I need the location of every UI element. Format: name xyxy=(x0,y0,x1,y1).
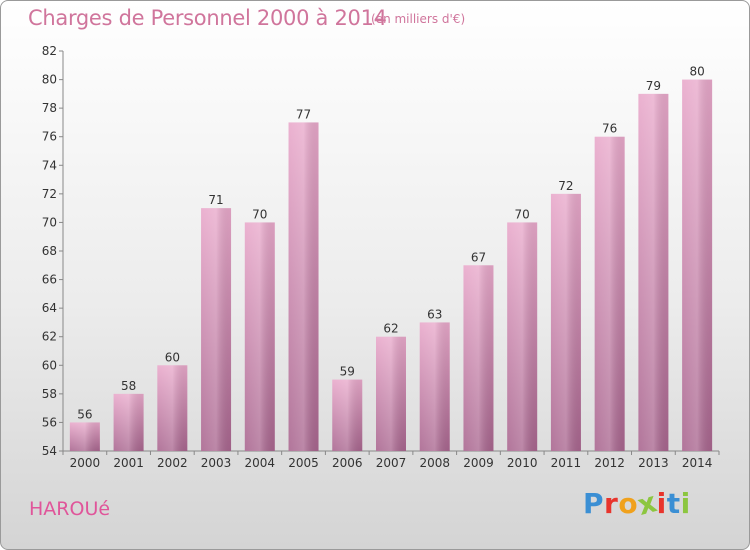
proxiti-logo[interactable]: Proxiti xyxy=(583,485,691,522)
x-tick-label: 2008 xyxy=(419,456,450,470)
x-tick-label: 2011 xyxy=(551,456,582,470)
value-label-2005: 77 xyxy=(296,107,311,121)
bar-shine-2001 xyxy=(113,393,144,451)
logo-letter: o xyxy=(618,487,639,520)
value-label-2011: 72 xyxy=(558,179,573,193)
y-tick-label: 68 xyxy=(42,244,57,258)
bar-shine-2004 xyxy=(244,222,275,451)
y-tick-label: 80 xyxy=(42,73,57,87)
bar-shine-2002 xyxy=(157,365,188,451)
value-label-2014: 80 xyxy=(689,65,704,79)
value-label-2000: 56 xyxy=(77,407,92,421)
logo-letter: P xyxy=(583,487,605,520)
bar-shine-2005 xyxy=(288,122,319,451)
bar-shine-2006 xyxy=(332,379,363,451)
x-tick-label: 2003 xyxy=(201,456,232,470)
logo-letter: r xyxy=(604,487,619,520)
y-tick-label: 58 xyxy=(42,387,57,401)
y-tick-label: 60 xyxy=(42,358,57,372)
value-label-2009: 67 xyxy=(471,250,486,264)
bar-shine-2007 xyxy=(376,336,406,451)
y-tick-label: 82 xyxy=(42,44,57,58)
bar-shine-2010 xyxy=(507,222,538,451)
x-tick-label: 2004 xyxy=(245,456,276,470)
value-label-2003: 71 xyxy=(208,193,223,207)
logo-letter: t xyxy=(666,487,681,520)
y-tick-label: 66 xyxy=(42,273,57,287)
chart-title: Charges de Personnel 2000 à 2014 xyxy=(28,6,387,30)
chart-subtitle: (en milliers d'€) xyxy=(371,12,466,26)
x-tick-label: 2002 xyxy=(157,456,188,470)
y-tick-label: 62 xyxy=(42,330,57,344)
bar-shine-2003 xyxy=(201,208,232,451)
chart-bars xyxy=(69,79,713,452)
bar-shine-2009 xyxy=(463,265,494,451)
bar-shine-2000 xyxy=(69,422,100,451)
chart-value-labels: 56 58 60 71 70 77 59 62 63 67 70 72 76 79 80 xyxy=(77,65,705,422)
x-tick-label: 2000 xyxy=(70,456,101,470)
commune-name: HAROUé xyxy=(29,498,111,520)
y-tick-label: 54 xyxy=(42,444,57,458)
x-tick-label: 2007 xyxy=(376,456,407,470)
x-tick-label: 2014 xyxy=(682,456,713,470)
value-label-2002: 60 xyxy=(165,350,180,364)
x-tick-label: 2010 xyxy=(507,456,538,470)
value-label-2012: 76 xyxy=(602,122,617,136)
x-tick-label: 2005 xyxy=(288,456,319,470)
logo-letter: i xyxy=(680,487,691,520)
y-tick-label: 70 xyxy=(42,215,57,229)
x-tick-label: 2001 xyxy=(113,456,144,470)
logo-letter: i xyxy=(656,487,667,520)
bar-shine-2013 xyxy=(638,93,669,451)
x-tick-label: 2013 xyxy=(638,456,669,470)
value-label-2006: 59 xyxy=(340,365,355,379)
y-tick-label: 74 xyxy=(42,158,57,172)
y-tick-label: 78 xyxy=(42,101,57,115)
value-label-2001: 58 xyxy=(121,379,136,393)
bar-shine-2008 xyxy=(419,322,450,451)
value-label-2008: 63 xyxy=(427,307,442,321)
value-label-2007: 62 xyxy=(383,322,398,336)
y-tick-label: 56 xyxy=(42,415,57,429)
x-tick-label: 2006 xyxy=(332,456,363,470)
y-tick-label: 72 xyxy=(42,187,57,201)
chart-axes: 54 56 58 60 62 64 66 68 70 72 74 76 78 80 82 2000 2001 20… xyxy=(42,44,720,470)
bar-shine-2014 xyxy=(682,79,713,452)
y-tick-label: 64 xyxy=(42,301,57,315)
bar-shine-2011 xyxy=(550,193,581,451)
value-label-2004: 70 xyxy=(252,207,267,221)
value-label-2010: 70 xyxy=(515,207,530,221)
x-tick-label: 2012 xyxy=(594,456,625,470)
value-label-2013: 79 xyxy=(646,79,661,93)
y-tick-label: 76 xyxy=(42,130,57,144)
x-tick-label: 2009 xyxy=(463,456,494,470)
bar-shine-2012 xyxy=(594,136,625,451)
